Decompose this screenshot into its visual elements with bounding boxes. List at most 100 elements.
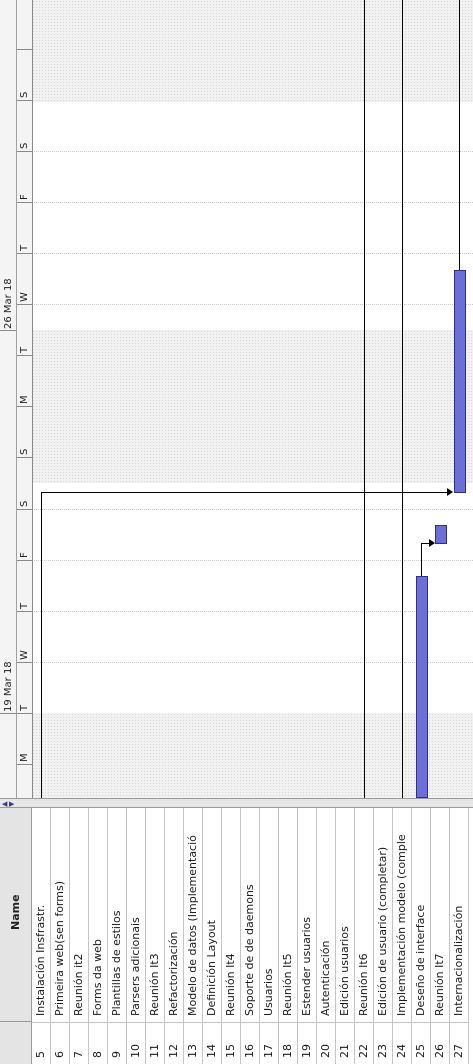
row-separator: [336, 1022, 355, 1023]
day-gridline: [32, 201, 473, 203]
table-row[interactable]: Definición Layout 14: [203, 808, 222, 1064]
day-label: T: [19, 602, 30, 609]
task-name-cell: Implementación modelo (comple: [395, 834, 408, 1016]
task-name-cell: Reunión It6: [357, 953, 370, 1016]
task-name-cell: Soporte de de daemons: [243, 884, 256, 1016]
task-number-cell: 24: [395, 1044, 408, 1058]
table-row[interactable]: Modelo de datos (Implementació 13: [184, 808, 203, 1064]
column-header-number[interactable]: [0, 1022, 32, 1064]
arrow-head-icon: [429, 539, 435, 547]
task-number-cell: 12: [167, 1044, 180, 1058]
task-name-cell: Usuarios: [262, 968, 275, 1016]
task-number-cell: 10: [129, 1044, 142, 1058]
task-number-cell: 15: [224, 1044, 237, 1058]
task-number-cell: 6: [53, 1051, 66, 1058]
table-row[interactable]: Internacionalización 27: [450, 808, 469, 1064]
task-number-cell: 14: [205, 1044, 218, 1058]
table-row[interactable]: Implementación modelo (comple 24: [393, 808, 412, 1064]
collapse-left-icon[interactable]: ◀: [2, 800, 8, 808]
task-name-cell: Reunión It3: [148, 953, 161, 1016]
day-gridline: [32, 661, 473, 663]
pane-splitter[interactable]: ◀ ▶: [0, 798, 473, 808]
table-row[interactable]: Edición de usuario (completar) 23: [374, 808, 393, 1064]
table-row[interactable]: Deseño de interface 25: [412, 808, 431, 1064]
day-label: T: [19, 347, 30, 354]
row-separator: [70, 1022, 89, 1023]
day-label: F: [19, 551, 30, 558]
task-number-cell: 25: [414, 1044, 427, 1058]
milestone-line: [364, 0, 365, 798]
table-row[interactable]: Instalación Insfrastr. 5: [32, 808, 51, 1064]
day-label: S: [19, 449, 30, 456]
table-row[interactable]: Reunión It3 11: [146, 808, 165, 1064]
day-gridline: [32, 559, 473, 561]
day-tick: [17, 99, 32, 101]
task-bar[interactable]: [435, 525, 447, 544]
task-bar[interactable]: [416, 576, 428, 798]
row-separator: [260, 1022, 279, 1023]
dependency-arrow: [421, 543, 431, 544]
milestone-line: [459, 0, 460, 270]
row-separator: [431, 1022, 450, 1023]
task-bar[interactable]: [454, 270, 466, 493]
day-tick: [17, 150, 32, 152]
task-number-cell: 27: [452, 1044, 465, 1058]
task-number-cell: 9: [110, 1051, 123, 1058]
task-table: Name Instalación Insfrastr. 5 Primeira web…: [0, 808, 473, 1064]
task-name-cell: Forms da web: [91, 939, 104, 1016]
row-separator: [165, 1022, 184, 1023]
row-separator: [317, 1022, 336, 1023]
day-tick: [17, 304, 32, 306]
day-tick: [17, 508, 32, 510]
table-row[interactable]: Refactorización 12: [165, 808, 184, 1064]
row-separator: [146, 1022, 165, 1023]
week-tick: [0, 713, 16, 714]
task-number-cell: 19: [300, 1044, 313, 1058]
task-name-cell: Deseño de interface: [414, 904, 427, 1016]
row-separator: [32, 1022, 51, 1023]
day-gridline: [32, 253, 473, 254]
task-name-cell: Estender usuarios: [300, 917, 313, 1016]
table-row[interactable]: Reunión It7 26: [431, 808, 450, 1064]
row-separator: [89, 1022, 108, 1023]
table-row[interactable]: Edición usuarios 21: [336, 808, 355, 1064]
table-row[interactable]: Reunión it2 7: [70, 808, 89, 1064]
table-row[interactable]: Usuarios 17: [260, 808, 279, 1064]
day-label: T: [19, 244, 30, 251]
column-header-label: Name: [9, 894, 22, 930]
task-number-cell: 17: [262, 1044, 275, 1058]
gantt-chart[interactable]: SMTWTFSSMTWTFSS 19 Mar 18 26 Mar 18: [0, 0, 473, 798]
column-header-name[interactable]: Name: [0, 808, 32, 1022]
collapse-right-icon[interactable]: ▶: [9, 800, 15, 808]
week-tick: [0, 330, 16, 331]
table-row[interactable]: Parsers adicionais 10: [127, 808, 146, 1064]
task-name-cell: Definición Layout: [205, 920, 218, 1016]
table-row[interactable]: Primeira web(sen forms) 6: [51, 808, 70, 1064]
task-number-cell: 26: [433, 1044, 446, 1058]
task-number-cell: 23: [376, 1044, 389, 1058]
task-number-cell: 11: [148, 1044, 161, 1058]
task-name-cell: Instalación Insfrastr.: [34, 904, 47, 1016]
table-row[interactable]: Autenticación 20: [317, 808, 336, 1064]
table-row[interactable]: Reunión It5 18: [279, 808, 298, 1064]
day-label: M: [19, 753, 30, 762]
day-tick: [17, 201, 32, 203]
table-row[interactable]: Soporte de de daemons 16: [241, 808, 260, 1064]
weekend-band: [32, 0, 473, 102]
table-row[interactable]: Reunión It6 22: [355, 808, 374, 1064]
timescale-header: SMTWTFSSMTWTFSS 19 Mar 18 26 Mar 18: [0, 0, 33, 798]
row-separator: [374, 1022, 393, 1023]
table-row[interactable]: Estender usuarios 19: [298, 808, 317, 1064]
table-row[interactable]: Reunión It4 15: [222, 808, 241, 1064]
task-number-cell: 21: [338, 1044, 351, 1058]
day-tick: [17, 610, 32, 612]
table-row[interactable]: Plantillas de estilos 9: [108, 808, 127, 1064]
row-separator: [203, 1022, 222, 1023]
task-name-cell: Reunión It7: [433, 953, 446, 1016]
table-row[interactable]: Forms da web 8: [89, 808, 108, 1064]
task-name-cell: Edición de usuario (completar): [376, 846, 389, 1016]
day-label: F: [19, 194, 30, 200]
row-separator: [450, 1022, 469, 1023]
dependency-arrow: [41, 492, 449, 493]
row-separator: [241, 1022, 260, 1023]
